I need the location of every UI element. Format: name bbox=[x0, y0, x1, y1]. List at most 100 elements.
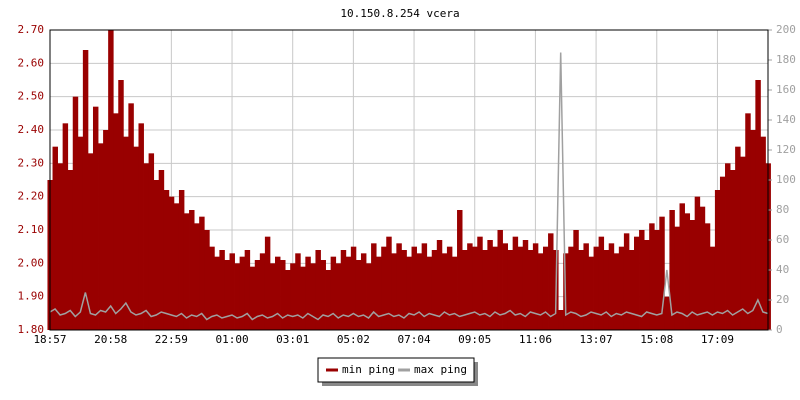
bar bbox=[649, 223, 655, 330]
legend-label: min ping bbox=[342, 363, 395, 376]
y2-tick-label: 100 bbox=[776, 173, 796, 186]
bar bbox=[199, 216, 205, 330]
bar bbox=[92, 106, 99, 331]
bar bbox=[158, 170, 165, 330]
bar bbox=[730, 170, 736, 330]
bar bbox=[52, 146, 58, 330]
bar bbox=[62, 123, 69, 330]
bar bbox=[740, 156, 746, 330]
bar bbox=[259, 253, 266, 330]
bar bbox=[426, 256, 433, 330]
bar bbox=[219, 250, 225, 330]
y2-tick-label: 180 bbox=[776, 53, 796, 66]
bar bbox=[623, 233, 630, 330]
bar bbox=[204, 230, 210, 330]
bar bbox=[118, 80, 124, 330]
bar bbox=[345, 256, 352, 330]
bar bbox=[123, 136, 129, 330]
bar bbox=[401, 250, 407, 330]
bar bbox=[735, 146, 741, 330]
bar bbox=[183, 213, 190, 330]
y2-tick-label: 40 bbox=[776, 263, 789, 276]
bar bbox=[355, 260, 362, 330]
bar bbox=[517, 246, 524, 330]
bar bbox=[113, 113, 119, 330]
bar bbox=[467, 243, 473, 330]
bar bbox=[254, 260, 261, 330]
bar bbox=[396, 243, 402, 330]
bar bbox=[194, 223, 200, 330]
bar bbox=[537, 253, 544, 330]
bar bbox=[512, 236, 519, 330]
bar bbox=[209, 246, 215, 330]
bar bbox=[98, 143, 104, 330]
y-tick-label: 2.50 bbox=[18, 90, 45, 103]
bar bbox=[305, 256, 311, 330]
bar bbox=[67, 170, 74, 330]
bar bbox=[659, 216, 665, 330]
bar bbox=[755, 80, 761, 330]
bar bbox=[502, 243, 508, 330]
bar bbox=[381, 246, 387, 330]
bar bbox=[441, 253, 448, 330]
bar bbox=[330, 256, 337, 330]
x-tick-label: 13:07 bbox=[580, 333, 613, 346]
y2-tick-label: 0 bbox=[776, 323, 783, 336]
bar bbox=[320, 260, 326, 330]
bar bbox=[709, 246, 716, 330]
bar bbox=[462, 250, 468, 330]
x-tick-label: 22:59 bbox=[155, 333, 188, 346]
x-tick-label: 01:00 bbox=[215, 333, 248, 346]
bar bbox=[522, 240, 529, 330]
bar bbox=[725, 163, 731, 330]
bar bbox=[178, 190, 185, 330]
bar bbox=[214, 256, 220, 330]
bar bbox=[699, 206, 706, 330]
bar bbox=[598, 236, 605, 330]
y-tick-label: 2.30 bbox=[18, 156, 45, 169]
bar bbox=[280, 260, 286, 330]
bar bbox=[669, 210, 675, 330]
bar bbox=[457, 210, 463, 330]
bar bbox=[639, 230, 645, 330]
y-tick-label: 2.40 bbox=[18, 123, 45, 136]
bar bbox=[350, 246, 357, 330]
bar bbox=[760, 136, 766, 330]
y2-tick-label: 120 bbox=[776, 143, 796, 156]
chart-title: 10.150.8.254 vcera bbox=[340, 7, 459, 20]
bar bbox=[72, 96, 79, 331]
bar bbox=[295, 253, 301, 330]
bar bbox=[275, 256, 281, 330]
bar bbox=[532, 243, 539, 330]
y-tick-label: 2.20 bbox=[18, 190, 45, 203]
y2-tick-label: 200 bbox=[776, 23, 796, 36]
y2-tick-label: 160 bbox=[776, 83, 796, 96]
bar bbox=[613, 253, 620, 330]
y-tick-label: 1.80 bbox=[18, 323, 45, 336]
line bbox=[49, 52, 769, 321]
bar bbox=[436, 240, 443, 330]
bar bbox=[451, 256, 458, 330]
y-tick-label: 2.10 bbox=[18, 223, 45, 236]
bar bbox=[634, 236, 640, 330]
bar bbox=[189, 210, 195, 330]
bar bbox=[416, 253, 423, 330]
bar bbox=[290, 263, 296, 330]
x-tick-label: 09:05 bbox=[458, 333, 491, 346]
bar bbox=[108, 30, 114, 330]
y-tick-label: 2.70 bbox=[18, 23, 45, 36]
bar bbox=[477, 236, 483, 330]
bar bbox=[431, 250, 438, 330]
bar bbox=[269, 263, 276, 330]
bar bbox=[750, 130, 756, 330]
bar bbox=[745, 113, 751, 330]
bar bbox=[568, 246, 574, 330]
bar bbox=[527, 250, 534, 330]
bar bbox=[173, 203, 180, 330]
plot-frame bbox=[49, 29, 769, 331]
bar bbox=[234, 263, 241, 330]
bar bbox=[714, 190, 721, 330]
y-tick-label: 2.00 bbox=[18, 256, 45, 269]
bar bbox=[618, 246, 625, 330]
x-tick-label: 11:06 bbox=[519, 333, 552, 346]
